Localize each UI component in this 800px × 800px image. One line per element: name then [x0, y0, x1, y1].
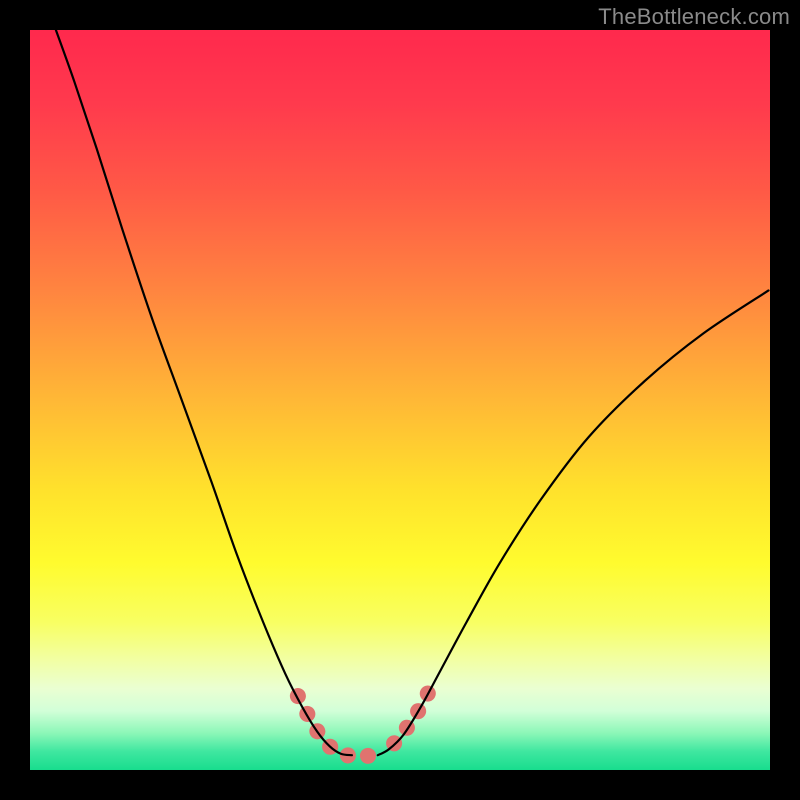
- gradient-background: [30, 30, 770, 770]
- chart-frame: TheBottleneck.com: [0, 0, 800, 800]
- watermark-text: TheBottleneck.com: [598, 4, 790, 30]
- bottleneck-chart-svg: [0, 0, 800, 800]
